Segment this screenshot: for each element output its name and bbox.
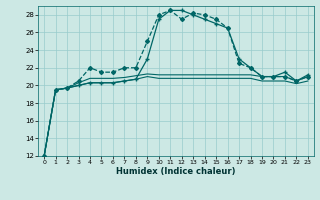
X-axis label: Humidex (Indice chaleur): Humidex (Indice chaleur)	[116, 167, 236, 176]
